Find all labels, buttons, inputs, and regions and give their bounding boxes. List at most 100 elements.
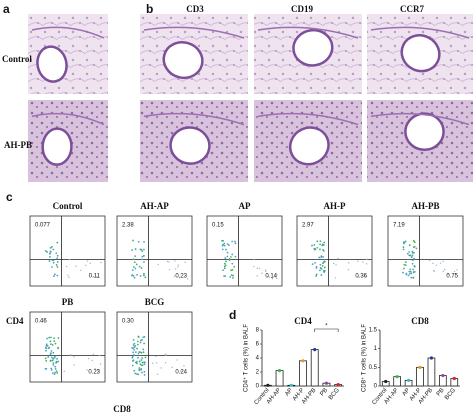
event-dot: [160, 367, 162, 369]
column-label: CD19: [291, 4, 313, 14]
plot-frame: [29, 311, 106, 383]
event-dot: [226, 251, 229, 254]
event-dot: [234, 240, 236, 243]
event-dot: [140, 248, 143, 251]
quadrant-value: 0.14: [265, 274, 277, 280]
event-dot: [54, 367, 57, 370]
event-dot: [86, 260, 89, 262]
event-dot: [256, 275, 258, 277]
event-dot: [55, 370, 58, 372]
event-dot: [49, 255, 51, 258]
event-dot: [143, 261, 145, 263]
event-dot: [56, 266, 59, 268]
event-dot: [142, 348, 145, 351]
event-dot: [275, 277, 278, 280]
x-tick-label: BCG: [444, 387, 457, 401]
event-dot: [133, 369, 136, 372]
event-dot: [433, 270, 435, 273]
event-dot: [144, 356, 147, 359]
plot-title: AH-AP: [140, 201, 169, 211]
event-dot: [334, 277, 337, 279]
event-dot: [230, 269, 232, 272]
event-dot: [56, 274, 59, 277]
event-dot: [152, 362, 154, 365]
bar-point: [406, 378, 411, 382]
event-dot: [45, 344, 48, 347]
quadrant-value: 0.30: [122, 319, 134, 325]
column-label: CD3: [186, 4, 204, 14]
airway: [169, 126, 211, 165]
event-dot: [137, 352, 140, 355]
event-dot: [233, 265, 236, 268]
event-dot: [54, 342, 57, 345]
event-dot: [321, 264, 324, 267]
vessel: [31, 26, 105, 39]
event-dot: [164, 362, 167, 364]
event-dot: [133, 342, 136, 345]
vessel: [143, 26, 245, 39]
event-dot: [141, 258, 143, 261]
event-dot: [50, 343, 52, 346]
event-dot: [132, 274, 135, 277]
plot-frame: [116, 215, 193, 287]
event-dot: [51, 344, 54, 346]
vessel: [370, 112, 470, 126]
event-dot: [50, 266, 53, 268]
event-dot: [49, 247, 52, 249]
event-dot: [91, 359, 93, 362]
event-dot: [45, 343, 48, 346]
event-dot: [50, 367, 53, 370]
event-dot: [73, 356, 75, 358]
event-dot: [140, 339, 142, 342]
event-dot: [132, 360, 134, 362]
event-dot: [94, 368, 96, 370]
bar-point: [289, 383, 293, 387]
x-tick-label: AP: [402, 387, 412, 397]
event-dot: [348, 262, 350, 264]
axis-label: CD8: [113, 404, 131, 414]
event-dot: [44, 357, 47, 360]
event-dot: [428, 259, 431, 262]
event-dot: [67, 274, 69, 276]
event-dot: [50, 356, 53, 359]
event-dot: [134, 372, 137, 375]
y-tick-label: 1.5: [369, 328, 378, 334]
event-dot: [230, 256, 232, 258]
event-dot: [435, 264, 438, 266]
event-dot: [157, 373, 159, 376]
row-label: Control: [2, 54, 32, 64]
event-dot: [234, 255, 237, 258]
event-dot: [258, 267, 261, 270]
event-dot: [141, 371, 143, 374]
plot-frame: [206, 215, 283, 287]
event-dot: [408, 251, 411, 253]
y-tick-label: 8: [256, 328, 260, 334]
event-dot: [225, 248, 227, 251]
event-dot: [139, 363, 142, 366]
vessel: [143, 112, 245, 126]
event-dot: [131, 269, 134, 272]
event-dot: [48, 346, 51, 349]
event-dot: [319, 269, 321, 272]
event-dot: [444, 268, 446, 271]
y-axis-label: CD4⁺ T cells (%) in BALF: [243, 324, 250, 392]
bar-point: [266, 383, 270, 387]
event-dot: [403, 263, 406, 266]
event-dot: [264, 269, 267, 271]
event-dot: [131, 249, 134, 251]
event-dot: [132, 339, 135, 341]
event-dot: [365, 258, 368, 260]
event-dot: [89, 262, 92, 264]
vessel: [257, 112, 359, 126]
event-dot: [56, 257, 59, 260]
bar: [310, 349, 319, 387]
quadrant-value: 0.36: [355, 274, 367, 280]
event-dot: [410, 272, 413, 275]
event-dot: [92, 275, 95, 278]
event-dot: [456, 269, 458, 271]
bar: [299, 360, 307, 387]
event-dot: [143, 274, 145, 277]
event-dot: [46, 337, 48, 340]
event-dot: [320, 267, 323, 270]
